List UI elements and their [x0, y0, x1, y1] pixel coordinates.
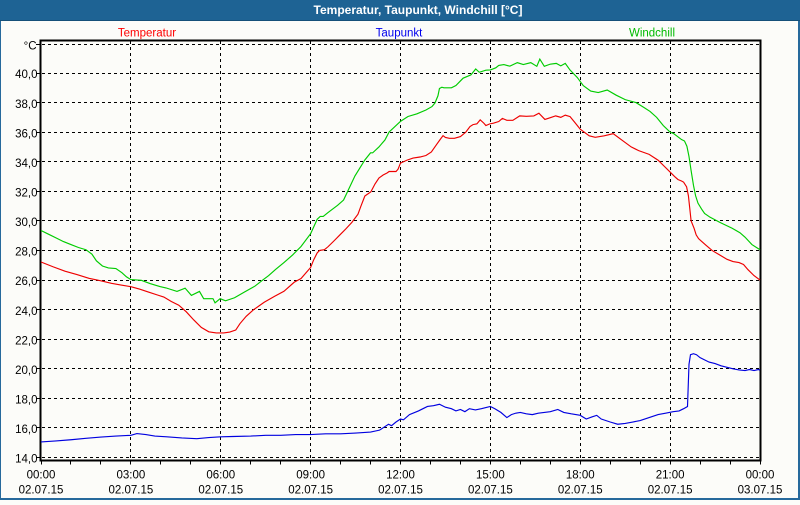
svg-text:18,0: 18,0 — [15, 395, 37, 407]
svg-text:40,0: 40,0 — [15, 69, 37, 81]
svg-text:02.07.15: 02.07.15 — [108, 485, 153, 497]
svg-text:21:00: 21:00 — [656, 470, 685, 482]
svg-text:28,0: 28,0 — [15, 247, 37, 259]
svg-text:22,0: 22,0 — [15, 335, 37, 347]
svg-text:03.07.15: 03.07.15 — [738, 485, 783, 497]
svg-text:26,0: 26,0 — [15, 276, 37, 288]
svg-text:32,0: 32,0 — [15, 188, 37, 200]
svg-text:12:00: 12:00 — [386, 470, 415, 482]
svg-text:02.07.15: 02.07.15 — [558, 485, 603, 497]
svg-text:02.07.15: 02.07.15 — [468, 485, 513, 497]
svg-text:02.07.15: 02.07.15 — [378, 485, 423, 497]
svg-text:15:00: 15:00 — [476, 470, 505, 482]
svg-text:Temperatur: Temperatur — [118, 28, 176, 40]
svg-text:34,0: 34,0 — [15, 158, 37, 170]
svg-text:02.07.15: 02.07.15 — [288, 485, 333, 497]
svg-text:02.07.15: 02.07.15 — [19, 485, 64, 497]
svg-text:16,0: 16,0 — [15, 424, 37, 436]
svg-text:30,0: 30,0 — [15, 217, 37, 229]
svg-text:38,0: 38,0 — [15, 99, 37, 111]
svg-text:00:00: 00:00 — [746, 470, 775, 482]
svg-text:24,0: 24,0 — [15, 306, 37, 318]
svg-text:18:00: 18:00 — [566, 470, 595, 482]
svg-text:36,0: 36,0 — [15, 128, 37, 140]
svg-text:03:00: 03:00 — [116, 470, 145, 482]
svg-text:Taupunkt: Taupunkt — [376, 28, 423, 40]
svg-text:02.07.15: 02.07.15 — [198, 485, 243, 497]
svg-text:20,0: 20,0 — [15, 365, 37, 377]
svg-text:09:00: 09:00 — [296, 470, 325, 482]
svg-text:02.07.15: 02.07.15 — [648, 485, 693, 497]
svg-text:00:00: 00:00 — [27, 470, 56, 482]
svg-text:06:00: 06:00 — [206, 470, 235, 482]
svg-text:Windchill: Windchill — [629, 28, 675, 40]
svg-text:°C: °C — [24, 41, 37, 53]
svg-text:14,0: 14,0 — [15, 454, 37, 466]
